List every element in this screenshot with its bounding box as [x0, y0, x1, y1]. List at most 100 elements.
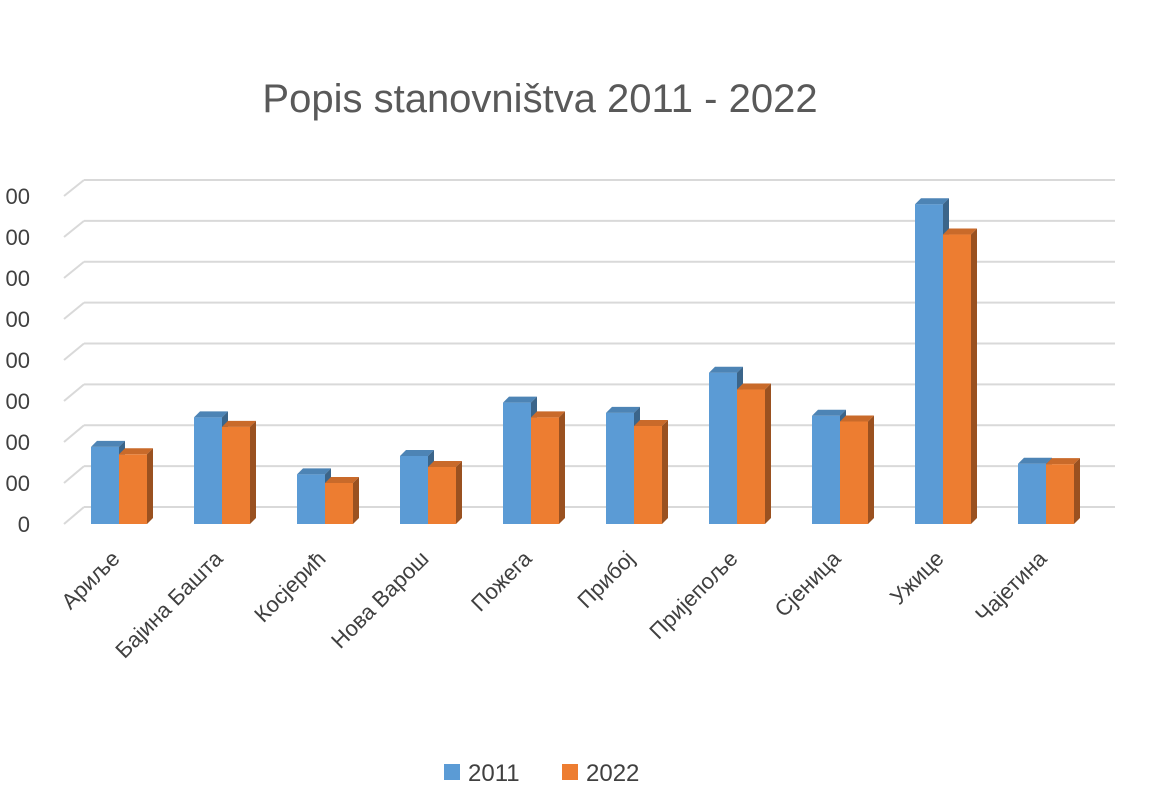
- bars: [91, 198, 1080, 525]
- bar-side: [353, 477, 359, 524]
- legend-label: 2022: [586, 760, 639, 787]
- gridline-depth: [63, 179, 85, 197]
- bar-side: [250, 420, 256, 524]
- y-tick-label: 00: [6, 348, 30, 373]
- bar-front: [194, 417, 222, 524]
- bar: [1046, 458, 1080, 524]
- bar: [222, 420, 256, 524]
- x-tick-label: Прибој: [572, 546, 639, 613]
- bar-side: [868, 415, 874, 524]
- x-tick-label: Нова Варош: [326, 546, 433, 653]
- bar-top: [840, 415, 874, 422]
- y-tick-label: 00: [6, 266, 30, 291]
- bar-side: [765, 383, 771, 524]
- x-tick-label: Ариље: [56, 546, 124, 614]
- bar-front: [1046, 464, 1074, 524]
- bar-front: [943, 234, 971, 525]
- bar-top: [1046, 458, 1080, 465]
- bar: [943, 228, 977, 525]
- bar-top: [709, 366, 743, 373]
- x-tick-label: Чајетина: [970, 545, 1052, 627]
- bar-front: [222, 426, 250, 524]
- gridline-depth: [63, 260, 85, 279]
- bar-front: [503, 402, 531, 524]
- bar-side: [1074, 458, 1080, 524]
- y-tick-label: 00: [6, 307, 30, 332]
- bar-side: [147, 448, 153, 524]
- bar-top: [606, 406, 640, 413]
- x-tick-label: Косјерић: [249, 546, 330, 627]
- x-tick-label: Сјеница: [770, 545, 846, 621]
- bar-front: [737, 389, 765, 524]
- bar-top: [943, 228, 977, 235]
- bar: [119, 448, 153, 524]
- bar-front: [915, 204, 943, 524]
- bar-top: [737, 383, 771, 390]
- bar-front: [606, 412, 634, 524]
- legend: 2011 2022: [444, 760, 639, 787]
- gridline-depth: [63, 383, 85, 402]
- bar-top: [119, 448, 153, 455]
- bar: [428, 461, 462, 524]
- legend-label: 2011: [468, 760, 520, 787]
- bar-top: [91, 440, 125, 447]
- bar-front: [709, 372, 737, 524]
- bar-front: [531, 417, 559, 524]
- bar-front: [1018, 463, 1046, 524]
- x-tick-label: Пожега: [466, 545, 537, 616]
- bar-top: [222, 420, 256, 427]
- bar: [194, 411, 228, 524]
- bar-top: [503, 396, 537, 403]
- bar: [531, 411, 565, 524]
- bar-front: [119, 454, 147, 524]
- bar-front: [812, 415, 840, 524]
- bar-front: [840, 421, 868, 524]
- bar: [840, 415, 874, 524]
- x-tick-label: Ужице: [885, 546, 949, 610]
- bar-front: [400, 455, 428, 524]
- gridline-depth: [63, 424, 85, 443]
- legend-swatch: [444, 764, 460, 780]
- bar-front: [634, 426, 662, 524]
- bar-side: [662, 420, 668, 524]
- bar-side: [971, 228, 977, 525]
- bar-front: [91, 446, 119, 524]
- y-tick-label: 00: [6, 225, 30, 250]
- bar-top: [325, 477, 359, 483]
- x-tick-label: Пријепоље: [644, 546, 742, 644]
- bar-front: [325, 483, 353, 524]
- bar-top: [400, 449, 434, 456]
- y-tick-label: 00: [6, 471, 30, 496]
- bar-top: [634, 420, 668, 427]
- bar: [634, 420, 668, 524]
- gridline-depth: [63, 342, 85, 361]
- bar-top: [915, 198, 949, 205]
- legend-swatch: [562, 764, 578, 780]
- y-tick-label: 00: [6, 184, 30, 209]
- bar-top: [531, 411, 565, 418]
- gridline-depth: [63, 301, 85, 320]
- bar-front: [297, 474, 325, 524]
- bar: [737, 383, 771, 524]
- x-tick-label: Бајина Башта: [110, 545, 228, 663]
- bar-top: [194, 411, 228, 418]
- bar-top: [297, 468, 331, 475]
- bar-side: [456, 461, 462, 524]
- bar: [325, 477, 359, 524]
- y-tick-label: 00: [6, 389, 30, 414]
- gridline-depth: [63, 506, 85, 525]
- chart-title: Popis stanovništva 2011 - 2022: [262, 77, 817, 121]
- bar-side: [559, 411, 565, 524]
- gridline-depth: [63, 220, 85, 238]
- y-tick-label: 00: [6, 430, 30, 455]
- bar-front: [428, 467, 456, 524]
- y-tick-label: 0: [18, 512, 30, 537]
- bar-top: [428, 461, 462, 468]
- gridline-depth: [63, 465, 85, 484]
- bar-top: [812, 409, 846, 416]
- bar-top: [1018, 457, 1052, 464]
